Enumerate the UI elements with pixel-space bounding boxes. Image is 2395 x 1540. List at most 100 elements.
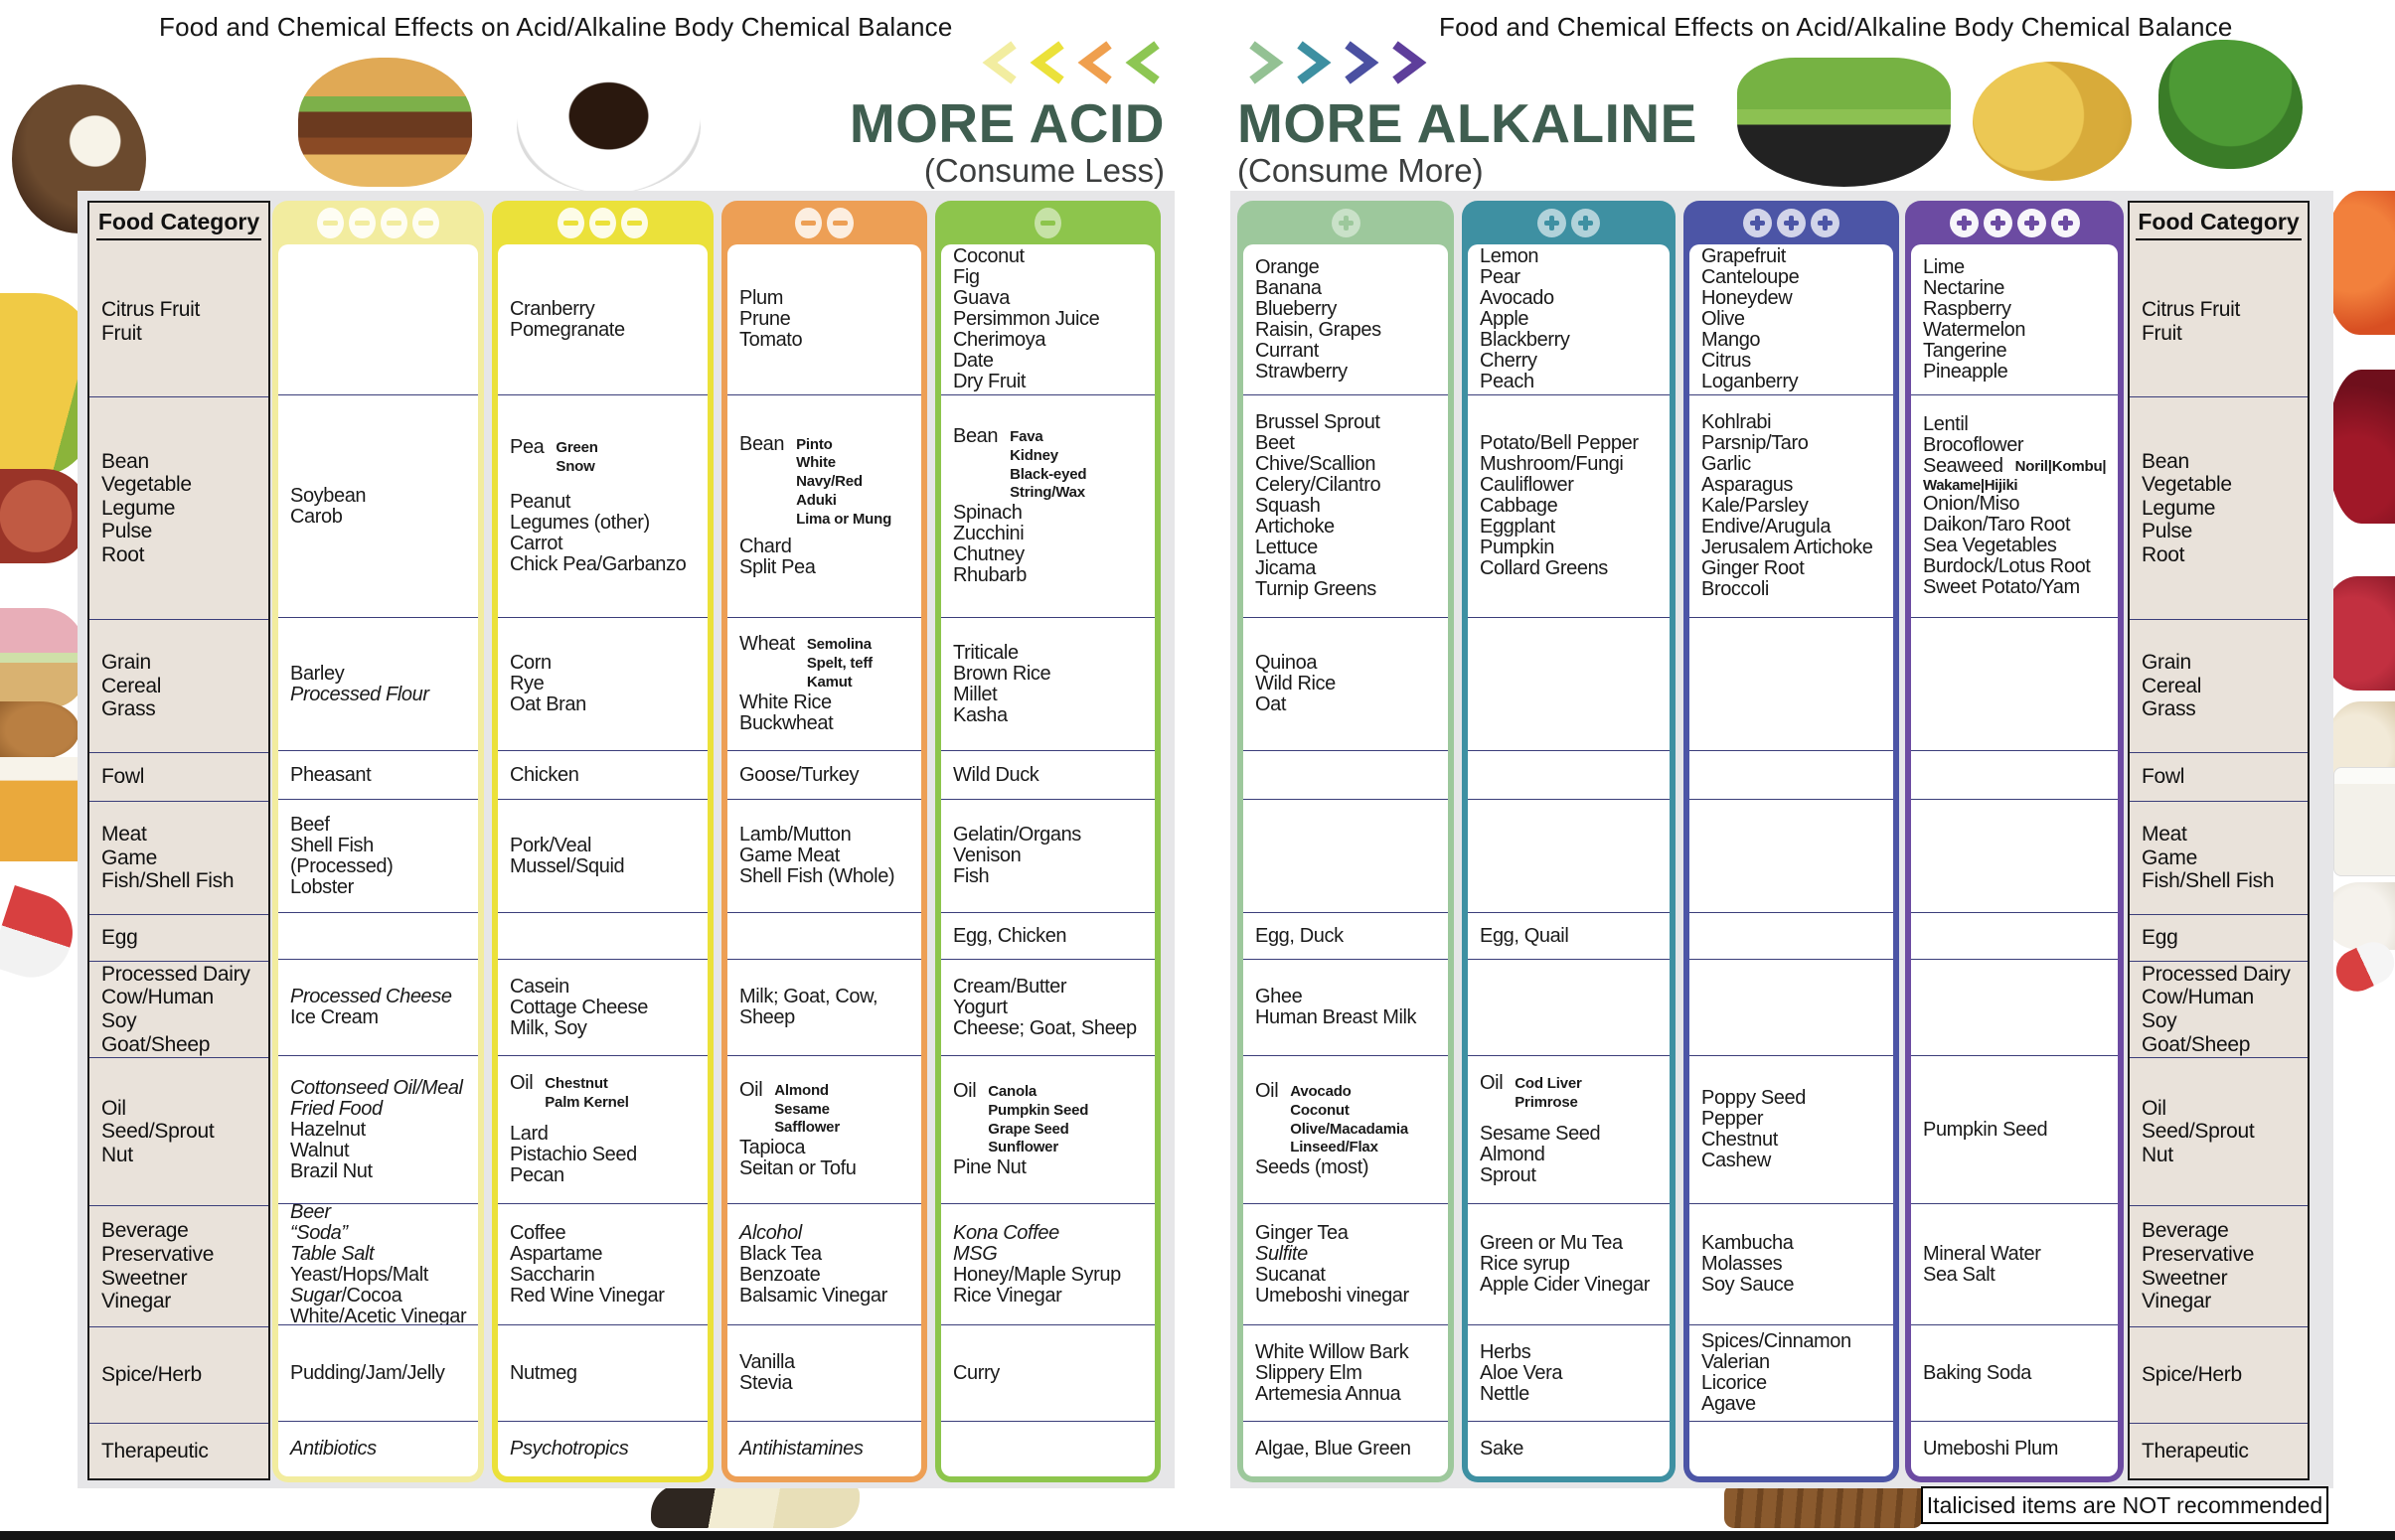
alkaline-4-citrus-fruit-cell: Lime Nectarine Raspberry Watermelon Tangerin… bbox=[1911, 244, 2118, 394]
food-item: Spices/Cinnamon bbox=[1701, 1330, 1851, 1352]
alkaline-category-fowl: Fowl bbox=[2130, 752, 2308, 801]
acid-category-beverage: Beverage Preservative Sweetner Vinegar bbox=[89, 1205, 268, 1326]
food-item: Vanilla bbox=[739, 1351, 795, 1373]
alkaline-column-level-4: Lime Nectarine Raspberry Watermelon Tangerin… bbox=[1905, 201, 2124, 1482]
acid-1-bean-vegetable-cell: Bean Fava Kidney Black-eyed String/Wax Spinac… bbox=[941, 394, 1155, 617]
food-item: Brown Rice bbox=[953, 662, 1051, 685]
food-item: Tomato bbox=[739, 329, 803, 351]
food-category-header: Food Category bbox=[89, 203, 268, 246]
plus-badge-icon bbox=[1743, 208, 1772, 237]
food-item: Egg, Chicken bbox=[953, 924, 1067, 947]
alkaline-category-egg: Egg bbox=[2130, 914, 2308, 961]
food-item: Brocoflower bbox=[1923, 433, 2024, 456]
food-item: Endive/Arugula bbox=[1701, 516, 1832, 538]
food-item: Oat bbox=[1255, 693, 1287, 715]
food-item: Pea Green Snow bbox=[510, 435, 598, 475]
chevron-icon bbox=[1297, 41, 1332, 84]
chart-title-right: Food and Chemical Effects on Acid/Alkali… bbox=[1439, 12, 2233, 42]
food-item-sub: Avocado Coconut Olive/Macadamia Linseed/Fla… bbox=[1290, 1083, 1408, 1156]
alkaline-4-meat-cell bbox=[1911, 799, 2118, 912]
food-item: Plum bbox=[739, 287, 783, 309]
food-item: Celery/Cilantro bbox=[1255, 474, 1381, 496]
food-item: Table Salt bbox=[290, 1242, 375, 1265]
food-item: Carrot bbox=[510, 533, 563, 555]
food-item: Chard bbox=[739, 536, 792, 558]
food-item: Balsamic Vinegar bbox=[739, 1284, 887, 1307]
food-item: Beef bbox=[290, 813, 330, 836]
food-item: Lettuce bbox=[1255, 537, 1318, 558]
food-item: Wild Rice bbox=[1255, 673, 1336, 694]
food-item-sub: Canola Pumpkin Seed Grape Seed Sunflower bbox=[988, 1083, 1089, 1156]
food-item: Slippery Elm bbox=[1255, 1361, 1362, 1384]
acid-4-spice-herb-cell: Pudding/Jam/Jelly bbox=[278, 1324, 478, 1421]
acid-1-fowl-cell: Wild Duck bbox=[941, 750, 1155, 799]
food-item: Brazil Nut bbox=[290, 1159, 373, 1182]
food-item: Squash bbox=[1255, 495, 1321, 517]
food-item: Millet bbox=[953, 683, 998, 705]
food-item: Turnip Greens bbox=[1255, 578, 1376, 600]
food-item: Yeast/Hops/Malt bbox=[290, 1263, 428, 1286]
food-item: Pumpkin Seed bbox=[1923, 1118, 2048, 1141]
food-item: Stevia bbox=[739, 1372, 793, 1394]
food-item: Beet bbox=[1255, 432, 1295, 454]
food-item: Pepper bbox=[1701, 1108, 1764, 1130]
food-item: Carob bbox=[290, 505, 343, 528]
food-item: Oil Cod Liver Primrose bbox=[1480, 1071, 1582, 1111]
food-item: Peach bbox=[1480, 371, 1534, 392]
food-item: Burdock/Lotus Root bbox=[1923, 555, 2091, 578]
acid-category-spice-herb: Spice/Herb bbox=[89, 1326, 268, 1423]
alkaline-4-grain-cell bbox=[1911, 617, 2118, 750]
acid-column-level-2: Plum Prune Tomato Bean Pinto White Navy/Red Adu… bbox=[721, 201, 927, 1482]
minus-badge-icon bbox=[349, 207, 376, 238]
alkaline-category-oil-seed-nut: Oil Seed/Sprout Nut bbox=[2130, 1057, 2308, 1205]
acid-3-citrus-fruit-cell: Cranberry Pomegranate bbox=[498, 244, 708, 394]
alkaline-2-citrus-fruit-cell: Lemon Pear Avocado Apple Blackberry Cherry Pea… bbox=[1468, 244, 1670, 394]
alkaline-2-beverage-cell: Green or Mu Tea Rice syrup Apple Cider Vin… bbox=[1468, 1203, 1670, 1324]
broccoli-photo bbox=[2158, 40, 2303, 169]
minus-badge-icon bbox=[412, 207, 439, 238]
alkaline-4-oil-seed-nut-cell: Pumpkin Seed bbox=[1911, 1055, 2118, 1203]
food-item: Banana bbox=[1255, 276, 1322, 299]
food-item: Baking Soda bbox=[1923, 1361, 2032, 1384]
plus-badge-icon bbox=[1983, 208, 2012, 237]
beer-glass-photo bbox=[0, 757, 91, 861]
acid-2-oil-seed-nut-cell: Oil Almond Sesame Safflower Tapioca Seitan or… bbox=[727, 1055, 921, 1203]
food-item: Soy Sauce bbox=[1701, 1274, 1795, 1296]
capsule-photo-left bbox=[0, 884, 83, 989]
food-item: Raspberry bbox=[1923, 297, 2011, 320]
food-item: Agave bbox=[1701, 1393, 1756, 1415]
food-item: Citrus bbox=[1701, 350, 1751, 372]
food-item: Kasha bbox=[953, 703, 1008, 726]
alkaline-2-oil-seed-nut-cell: Oil Cod Liver Primrose Sesame Seed Almond Spr… bbox=[1468, 1055, 1670, 1203]
food-item: Orange bbox=[1255, 255, 1320, 278]
minus-badge-icon bbox=[558, 207, 584, 238]
food-item: Processed Cheese bbox=[290, 986, 452, 1007]
food-item: Fig bbox=[953, 266, 980, 288]
food-item: Potato/Bell Pepper bbox=[1480, 432, 1639, 454]
chevron-icon bbox=[1249, 41, 1284, 84]
minus-badge-icon bbox=[381, 207, 407, 238]
alkaline-3-citrus-fruit-cell: Grapefruit Canteloupe Honeydew Olive Mango Ci… bbox=[1689, 244, 1893, 394]
food-item: Artichoke bbox=[1255, 516, 1335, 538]
food-item: Chestnut bbox=[1701, 1129, 1778, 1151]
alkaline-category-therapeutic: Therapeutic bbox=[2130, 1423, 2308, 1478]
food-item: Wheat Semolina Spelt, teff Kamut bbox=[739, 633, 873, 691]
food-item-sub: Semolina Spelt, teff Kamut bbox=[806, 636, 873, 691]
chevron-icon bbox=[1392, 41, 1427, 84]
food-item: Lemon bbox=[1480, 245, 1539, 267]
alkaline-category-citrus-fruit: Citrus Fruit Fruit bbox=[2142, 297, 2241, 345]
acid-2-processed-dairy-cell: Milk; Goat, Cow, Sheep bbox=[727, 959, 921, 1055]
acid-column-level-1: Coconut Fig Guava Persimmon Juice Cherimoya D… bbox=[935, 201, 1161, 1482]
food-item: Gelatin/Organs bbox=[953, 824, 1081, 846]
food-item: Umeboshi vinegar bbox=[1255, 1284, 1409, 1307]
food-item: Date bbox=[953, 350, 994, 372]
alkaline-2-spice-herb-cell: Herbs Aloe Vera Nettle bbox=[1468, 1324, 1670, 1421]
chevron-icon bbox=[1125, 41, 1160, 84]
acid-category-fowl: Fowl bbox=[89, 752, 268, 801]
food-item: Antibiotics bbox=[290, 1438, 377, 1460]
alkaline-column-level-3: Grapefruit Canteloupe Honeydew Olive Mango Ci… bbox=[1683, 201, 1899, 1482]
food-item-sub: Fava Kidney Black-eyed String/Wax bbox=[1010, 428, 1087, 502]
acid-4-therapeutic-cell: Antibiotics bbox=[278, 1421, 478, 1476]
alkaline-1-meat-cell bbox=[1243, 799, 1448, 912]
